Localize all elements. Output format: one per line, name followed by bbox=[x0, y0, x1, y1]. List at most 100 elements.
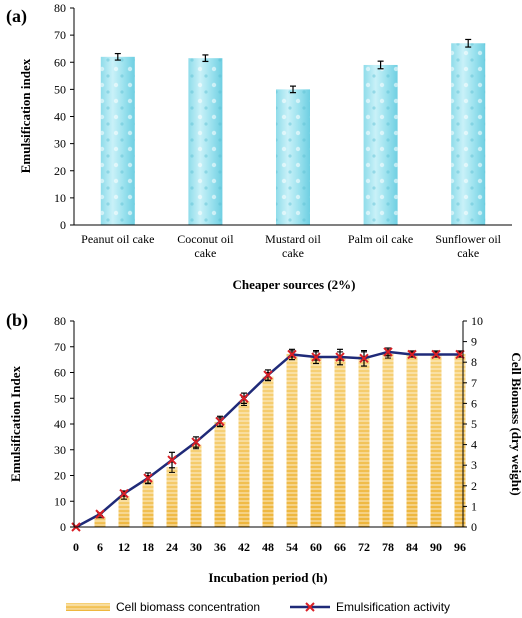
panel-a-error-bar bbox=[202, 54, 209, 63]
panel-b-right-tick-label: 10 bbox=[471, 314, 483, 328]
panel-b-left-tick-label: 50 bbox=[54, 391, 66, 405]
panel-b-right-tick-label: 7 bbox=[471, 376, 477, 390]
panel-a-bar-texture bbox=[188, 58, 223, 226]
panel-b-biomass-bar-texture bbox=[430, 353, 442, 527]
panel-b-emulsification-point bbox=[215, 416, 225, 427]
panel-b-biomass-bar-texture bbox=[358, 356, 370, 527]
panel-b-left-tick-label: 70 bbox=[54, 340, 66, 354]
panel-b-left-tick-label: 0 bbox=[60, 520, 66, 534]
panel-b-biomass-bar-texture bbox=[454, 353, 466, 527]
panel-b-x-tick-label: 42 bbox=[238, 540, 250, 554]
panel-a-label: (a) bbox=[6, 6, 27, 27]
panel-b-x-tick-label: 78 bbox=[382, 540, 394, 554]
panel-b-right-ticks: 0 1 2 3 4 5 6 7 8 9 10 bbox=[463, 314, 483, 534]
panel-b-emulsification-point bbox=[167, 455, 177, 465]
panel-b-legend: Cell biomass concentration Emulsificatio… bbox=[66, 600, 450, 614]
panel-b-right-axis-title: Cell Biomass (dry weight) bbox=[509, 352, 522, 495]
panel-b-emulsification-point bbox=[431, 349, 441, 360]
panel-a-y-tick-label: 40 bbox=[54, 110, 66, 124]
panel-a-bar-texture bbox=[451, 43, 486, 226]
legend-item-emulsification: Emulsification activity bbox=[290, 600, 450, 614]
panel-a-x-tick-label: Peanut oil cake bbox=[81, 232, 154, 246]
panel-b-emulsification-point bbox=[119, 488, 129, 499]
panel-a-bar-texture bbox=[276, 89, 310, 225]
panel-b-biomass-bar-texture bbox=[190, 444, 202, 527]
panel-b-left-ticks: 0 10 20 30 40 50 60 70 80 bbox=[54, 314, 74, 534]
panel-a-error-bar bbox=[290, 85, 296, 94]
panel-b-biomass-bar-texture bbox=[286, 353, 298, 527]
panel-b-emulsification-point bbox=[407, 349, 417, 360]
panel-b-emulsification-point bbox=[359, 353, 369, 364]
panel-a-x-tick-label: Palm oil cake bbox=[348, 232, 413, 246]
panel-b-left-tick-label: 20 bbox=[54, 469, 66, 483]
panel-b-x-ticks: 0 6 12 18 24 30 36 42 48 54 60 66 72 78 84 90 96 bbox=[73, 540, 466, 554]
panel-b-x-tick-label: 18 bbox=[142, 540, 154, 554]
panel-b-x-tick-label: 66 bbox=[334, 540, 346, 554]
panel-b-right-tick-label: 8 bbox=[471, 355, 477, 369]
panel-b-biomass-bar-texture bbox=[334, 356, 346, 527]
panel-b-x-tick-label: 54 bbox=[286, 540, 298, 554]
panel-b-emulsification-point bbox=[239, 393, 249, 403]
panel-b-biomass-bar-texture bbox=[94, 516, 106, 527]
panel-b-emulsification-line bbox=[71, 347, 465, 532]
panel-a-x-ticks: Peanut oil cake Coconut oil cake Mustard oi… bbox=[81, 232, 502, 260]
panel-b-emulsification-point bbox=[95, 509, 105, 519]
legend-emulsification-label: Emulsification activity bbox=[336, 600, 450, 614]
panel-a-y-tick-label: 80 bbox=[54, 1, 66, 15]
panel-b-x-tick-label: 30 bbox=[190, 540, 202, 554]
panel-b-x-tick-label: 6 bbox=[97, 540, 103, 554]
panel-b-biomass-bar-texture bbox=[310, 356, 322, 527]
panel-b-right-tick-label: 2 bbox=[471, 479, 477, 493]
panel-a-y-tick-label: 70 bbox=[54, 28, 66, 42]
panel-a-y-tick-label: 10 bbox=[54, 191, 66, 205]
panel-b-label: (b) bbox=[6, 310, 28, 331]
panel-a-y-tick-label: 60 bbox=[54, 55, 66, 69]
panel-b-x-axis-title: Incubation period (h) bbox=[208, 570, 327, 585]
panel-b-biomass-bar-texture bbox=[262, 376, 274, 527]
panel-b-right-tick-label: 9 bbox=[471, 335, 477, 349]
panel-b-x-tick-label: 36 bbox=[214, 540, 226, 554]
panel-b-emulsification-point bbox=[191, 437, 201, 447]
panel-b-x-tick-label: 96 bbox=[454, 540, 466, 554]
panel-b-x-tick-label: 84 bbox=[406, 540, 418, 554]
panel-b-biomass-bar-texture bbox=[406, 353, 418, 527]
panel-b-biomass-bar-texture bbox=[382, 353, 394, 527]
panel-b-right-tick-label: 6 bbox=[471, 396, 477, 410]
panel-b-x-tick-label: 72 bbox=[358, 540, 370, 554]
panel-a-x-tick-label: Mustard oil cake bbox=[265, 232, 321, 260]
panel-b-emulsification-point bbox=[383, 347, 393, 357]
panel-b-left-tick-label: 30 bbox=[54, 443, 66, 457]
panel-b-x-tick-label: 48 bbox=[262, 540, 274, 554]
panel-a: (a) 0 10 20 30 40 50 60 70 80 Peanut oil cake Coc… bbox=[6, 1, 512, 292]
panel-a-y-ticks: 0 10 20 30 40 50 60 70 80 bbox=[54, 1, 74, 232]
panel-b-left-tick-label: 10 bbox=[54, 494, 66, 508]
panel-b-x-tick-label: 24 bbox=[166, 540, 178, 554]
panel-a-y-tick-label: 20 bbox=[54, 164, 66, 178]
panel-a-x-tick-label: Sunflower oil cake bbox=[435, 232, 501, 260]
panel-a-error-bar bbox=[114, 52, 121, 61]
panel-b-left-axis-title: Emulsification Index bbox=[8, 366, 23, 482]
panel-b-x-tick-label: 0 bbox=[73, 540, 79, 554]
panel-b-biomass-bar-texture bbox=[166, 467, 178, 527]
panel-b-emulsification-point bbox=[335, 352, 345, 362]
panel-a-x-axis-title: Cheaper sources (2%) bbox=[232, 277, 355, 292]
panel-b-right-tick-label: 5 bbox=[471, 417, 477, 431]
panel-b-left-tick-label: 40 bbox=[54, 417, 66, 431]
panel-a-error-bars bbox=[114, 38, 472, 94]
panel-b-biomass-bars bbox=[94, 353, 466, 527]
panel-b-right-tick-label: 4 bbox=[471, 438, 477, 452]
panel-a-y-tick-label: 50 bbox=[54, 82, 66, 96]
panel-b-right-tick-label: 0 bbox=[471, 520, 477, 534]
panel-a-bar-texture bbox=[363, 64, 398, 226]
panel-b-left-tick-label: 60 bbox=[54, 366, 66, 380]
panel-b-emulsification-point bbox=[263, 370, 273, 380]
legend-biomass-label: Cell biomass concentration bbox=[116, 600, 260, 614]
panel-b-emulsification-point bbox=[143, 473, 153, 483]
panel-b-biomass-bar-texture bbox=[238, 401, 250, 527]
panel-b-x-tick-label: 12 bbox=[118, 540, 130, 554]
panel-a-error-bar bbox=[465, 38, 472, 48]
panel-a-y-axis-title: Emulsification index bbox=[18, 58, 33, 173]
panel-b-x-tick-label: 90 bbox=[430, 540, 442, 554]
